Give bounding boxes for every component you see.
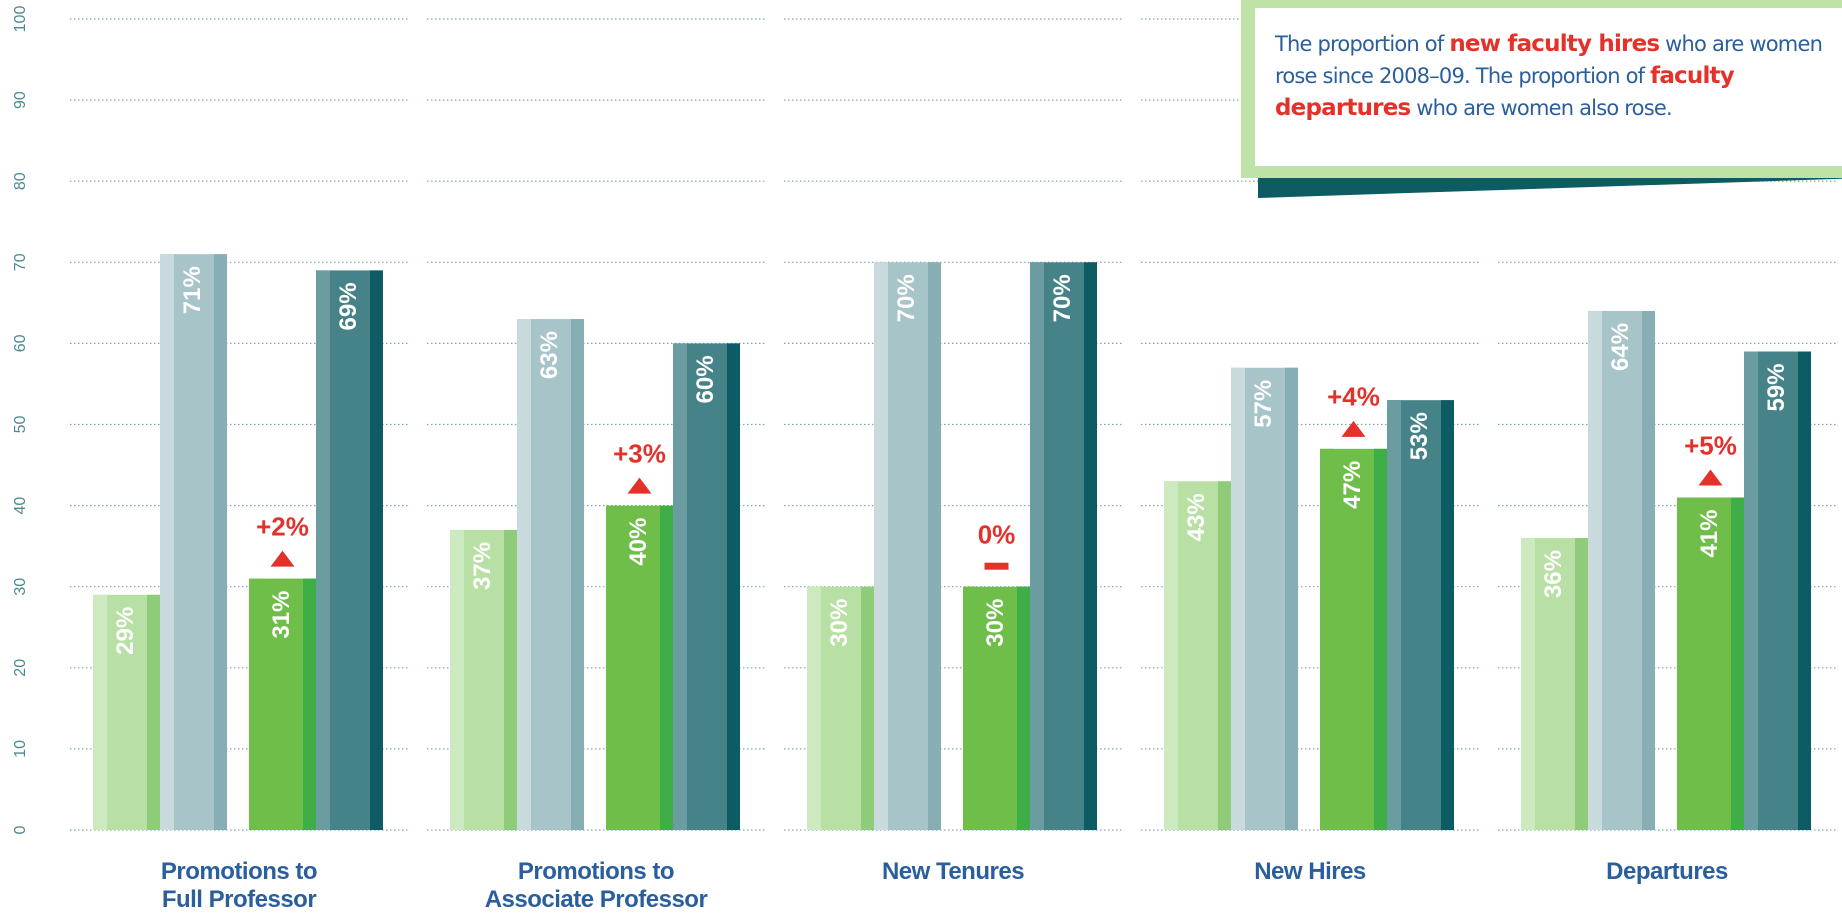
- bar-edge-right: [1441, 400, 1454, 830]
- bar-edge-left: [1588, 310, 1602, 831]
- value-label: 31%: [268, 591, 295, 639]
- value-label: 71%: [179, 266, 206, 314]
- bar-edge-left: [673, 343, 687, 830]
- bar-edge-left: [1744, 351, 1758, 830]
- bar-edge-right: [147, 594, 160, 830]
- value-label: 70%: [1049, 274, 1076, 322]
- bar-edge-right: [1798, 351, 1811, 830]
- bar-edge-right: [1017, 586, 1030, 830]
- bar-edge-right: [1218, 481, 1231, 830]
- bar-edge-left: [1677, 497, 1691, 830]
- bar-edge-right: [571, 319, 584, 830]
- bar-edge-right: [303, 578, 316, 830]
- y-tick-label: 10: [12, 740, 29, 758]
- value-label: 53%: [1406, 412, 1433, 460]
- value-label: 30%: [982, 599, 1009, 647]
- callout-part: The proportion of: [1275, 32, 1450, 56]
- y-tick-label: 90: [12, 91, 29, 109]
- change-label: +2%: [256, 511, 309, 541]
- callout-part: who are women rose since 2008–09. The pr…: [1275, 32, 1823, 88]
- x-tick-label: New Tenures: [881, 858, 1025, 885]
- change-label: +4%: [1327, 382, 1380, 412]
- value-label: 69%: [335, 282, 362, 330]
- callout-highlight: new faculty hires: [1449, 31, 1660, 57]
- y-tick-label: 100: [12, 6, 29, 33]
- bar-edge-right: [1374, 448, 1387, 830]
- bar-edge-right: [214, 254, 227, 830]
- value-label: 59%: [1763, 364, 1790, 412]
- callout: The proportion of new faculty hires who …: [1241, 0, 1842, 178]
- value-label: 40%: [625, 518, 652, 566]
- value-label: 64%: [1607, 323, 1634, 371]
- bar-edge-left: [606, 505, 620, 830]
- y-tick-label: 50: [12, 416, 29, 434]
- callout-part: who are women also rose.: [1410, 96, 1672, 120]
- value-label: 29%: [112, 607, 139, 655]
- bar-edge-right: [504, 529, 517, 830]
- bar-edge-left: [316, 270, 330, 830]
- x-tick-label: Promotions to Full Professor: [160, 858, 318, 913]
- bar-edge-left: [807, 586, 821, 830]
- x-tick-label: Promotions to Associate Professor: [484, 858, 708, 913]
- bar-edge-left: [874, 262, 888, 830]
- y-tick-label: 0: [12, 825, 29, 834]
- value-label: 30%: [826, 599, 853, 647]
- value-label: 70%: [893, 274, 920, 322]
- bar-edge-right: [928, 262, 941, 830]
- bar-edge-right: [660, 505, 673, 830]
- y-tick-label: 20: [12, 659, 29, 677]
- bar-edge-right: [1575, 538, 1588, 830]
- callout-text: The proportion of new faculty hires who …: [1255, 8, 1842, 166]
- bar-edge-left: [1030, 262, 1044, 830]
- bar-edge-left: [963, 586, 977, 830]
- value-label: 47%: [1339, 461, 1366, 509]
- bar-edge-left: [249, 578, 263, 830]
- bar-edge-left: [1320, 448, 1334, 830]
- bar-edge-right: [1084, 262, 1097, 830]
- bar-edge-right: [370, 270, 383, 830]
- bar-edge-left: [160, 254, 174, 830]
- bar-edge-left: [1521, 538, 1535, 830]
- callout-highlight: faculty departures: [1275, 63, 1735, 121]
- y-tick-label: 60: [12, 334, 29, 352]
- value-label: 57%: [1250, 380, 1277, 428]
- change-marker: [1698, 469, 1723, 486]
- bar-edge-left: [93, 594, 107, 830]
- change-marker: [984, 562, 1009, 570]
- value-label: 37%: [469, 542, 496, 590]
- bar-edge-right: [1731, 497, 1744, 830]
- change-marker: [270, 550, 295, 567]
- value-label: 36%: [1540, 550, 1567, 598]
- bar-edge-right: [727, 343, 740, 830]
- y-tick-label: 30: [12, 578, 29, 596]
- x-tick-label: New Hires: [1254, 858, 1366, 885]
- bar-edge-right: [1642, 310, 1655, 831]
- value-label: 43%: [1183, 493, 1210, 541]
- bar-edge-left: [1231, 367, 1245, 830]
- value-label: 41%: [1696, 509, 1723, 557]
- bar-edge-left: [1387, 400, 1401, 830]
- bar-edge-right: [1285, 367, 1298, 830]
- change-marker: [627, 477, 652, 494]
- change-label: +3%: [613, 438, 666, 468]
- change-label: +5%: [1684, 430, 1737, 460]
- change-marker: [1341, 420, 1366, 437]
- y-tick-label: 70: [12, 253, 29, 271]
- bar-edge-right: [861, 586, 874, 830]
- bar-edge-left: [1164, 481, 1178, 830]
- y-tick-label: 80: [12, 172, 29, 190]
- bar-edge-left: [517, 319, 531, 830]
- y-tick-label: 40: [12, 497, 29, 515]
- value-label: 60%: [692, 355, 719, 403]
- change-label: 0%: [978, 520, 1016, 550]
- x-tick-label: Departures: [1606, 858, 1728, 885]
- bar-edge-left: [450, 529, 464, 830]
- value-label: 63%: [536, 331, 563, 379]
